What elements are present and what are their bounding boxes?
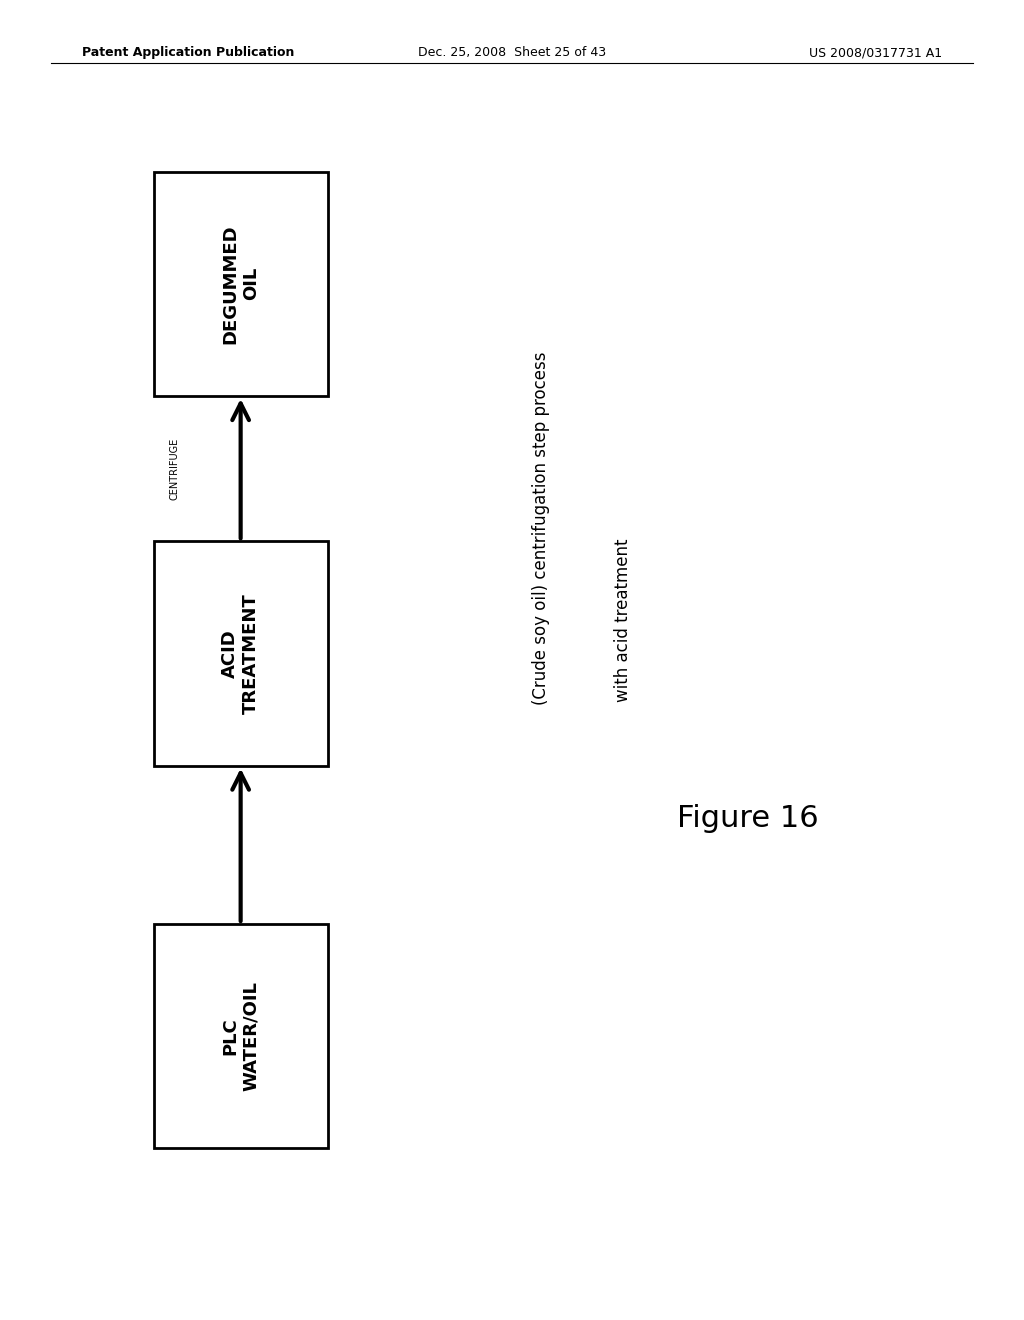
Text: US 2008/0317731 A1: US 2008/0317731 A1 [809, 46, 942, 59]
Text: DEGUMMED
OIL: DEGUMMED OIL [221, 224, 260, 343]
Bar [154, 924, 328, 1148]
Text: with acid treatment: with acid treatment [614, 539, 633, 702]
Text: Dec. 25, 2008  Sheet 25 of 43: Dec. 25, 2008 Sheet 25 of 43 [418, 46, 606, 59]
Bar [154, 541, 328, 766]
Text: PLC
WATER/OIL: PLC WATER/OIL [221, 981, 260, 1092]
Text: CENTRIFUGE: CENTRIFUGE [169, 437, 179, 500]
Text: Patent Application Publication: Patent Application Publication [82, 46, 294, 59]
Text: (Crude soy oil) centrifugation step process: (Crude soy oil) centrifugation step proc… [532, 351, 551, 705]
Text: Figure 16: Figure 16 [677, 804, 818, 833]
Text: ACID
TREATMENT: ACID TREATMENT [221, 593, 260, 714]
Bar [154, 172, 328, 396]
